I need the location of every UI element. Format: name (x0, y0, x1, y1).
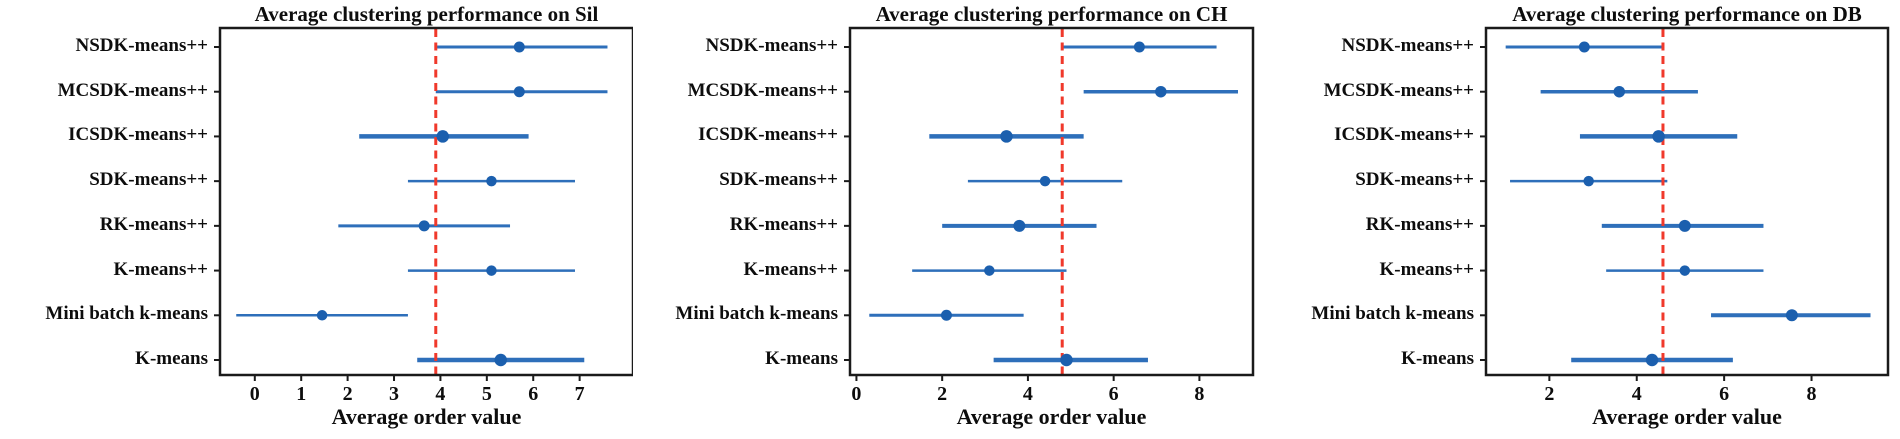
x-tick-label: 2 (937, 383, 947, 405)
x-tick-label: 4 (1023, 383, 1033, 405)
chart-ch: Average clustering performance on CH Ave… (633, 0, 1266, 439)
mean-dot (1000, 130, 1013, 143)
category-label: RK-means++ (1365, 213, 1474, 235)
category-label: K-means (135, 348, 208, 369)
x-axis-label: Average order value (956, 404, 1147, 429)
category-label: K-means++ (743, 258, 838, 280)
category-label: ICSDK-means++ (698, 124, 838, 146)
category-label: Mini batch k-means (675, 303, 838, 325)
x-tick-label: 5 (482, 383, 492, 405)
category-label: RK-means++ (99, 213, 208, 235)
mean-dot (1013, 219, 1026, 232)
x-tick-label: 6 (1109, 383, 1119, 405)
category-label: K-means (765, 348, 838, 369)
mean-dot (418, 220, 430, 232)
category-label: Mini batch k-means (45, 303, 208, 325)
plot-canvas: 0 1 2 3 4 5 6 7 (214, 26, 633, 405)
category-label: MCSDK-means++ (687, 79, 838, 101)
plot-border (1484, 26, 1890, 377)
mean-dot (1679, 265, 1691, 276)
category-label: ICSDK-means++ (1334, 124, 1474, 146)
category-label: SDK-means++ (1355, 169, 1474, 191)
category-label: ICSDK-means++ (68, 124, 208, 146)
mean-dot (486, 265, 497, 276)
plot-canvas: 2 4 6 8 (1480, 26, 1890, 405)
category-label: Mini batch k-means (1311, 303, 1474, 325)
x-tick-label: 4 (1632, 383, 1642, 405)
x-tick-label: 0 (851, 383, 861, 405)
chart-sil: Average clustering performance on Sil Av… (0, 0, 633, 439)
chart-db: Average clustering performance on DB Ave… (1266, 0, 1900, 439)
x-tick-label: 6 (528, 383, 538, 405)
mean-dot (1652, 130, 1665, 143)
mean-dot (940, 309, 952, 321)
mean-dot (1583, 175, 1594, 187)
x-tick-label: 8 (1194, 383, 1204, 405)
x-tick-label: 8 (1807, 383, 1817, 405)
x-tick-label: 6 (1719, 383, 1729, 405)
plot-canvas: 0 2 4 6 8 (844, 26, 1255, 405)
category-label: K-means++ (113, 258, 208, 280)
category-label: MCSDK-means++ (1323, 79, 1474, 101)
x-axis-label: Average order value (331, 404, 522, 429)
mean-dot (1039, 175, 1051, 187)
mean-dot (1613, 85, 1626, 98)
category-label: SDK-means++ (89, 169, 208, 191)
mean-dot (1133, 41, 1145, 53)
mean-dot (1155, 85, 1167, 98)
mean-dot (1578, 41, 1590, 53)
x-tick-label: 0 (250, 383, 260, 405)
mean-dot (1060, 353, 1073, 367)
x-tick-label: 2 (1544, 383, 1554, 405)
mean-dot (436, 130, 449, 143)
x-tick-label: 2 (343, 383, 353, 405)
mean-dot (316, 310, 328, 321)
mean-dot (486, 175, 497, 187)
x-tick-label: 7 (575, 383, 585, 405)
category-label: K-means (1401, 348, 1474, 369)
x-tick-label: 3 (389, 383, 399, 405)
mean-dot (1785, 309, 1798, 322)
mean-dot (513, 86, 525, 98)
mean-dot (984, 265, 995, 276)
chart-title: Average clustering performance on Sil (254, 2, 599, 26)
chart-title: Average clustering performance on CH (875, 2, 1228, 26)
x-tick-label: 4 (435, 383, 445, 405)
plot-border (218, 26, 633, 377)
category-label: NSDK-means++ (705, 35, 839, 56)
plot-border (848, 26, 1255, 377)
category-label: K-means++ (1379, 258, 1474, 280)
chart-title: Average clustering performance on DB (1512, 2, 1862, 26)
mean-dot (1678, 219, 1691, 232)
category-label: NSDK-means++ (1341, 35, 1475, 56)
category-label: SDK-means++ (719, 169, 838, 191)
category-label: MCSDK-means++ (57, 79, 208, 101)
mean-dot (513, 41, 525, 53)
mean-dot (494, 353, 507, 367)
x-tick-label: 1 (296, 383, 306, 405)
mean-dot (1645, 353, 1659, 367)
x-axis-label: Average order value (1592, 404, 1782, 429)
category-label: NSDK-means++ (75, 35, 209, 56)
category-label: RK-means++ (729, 213, 838, 235)
